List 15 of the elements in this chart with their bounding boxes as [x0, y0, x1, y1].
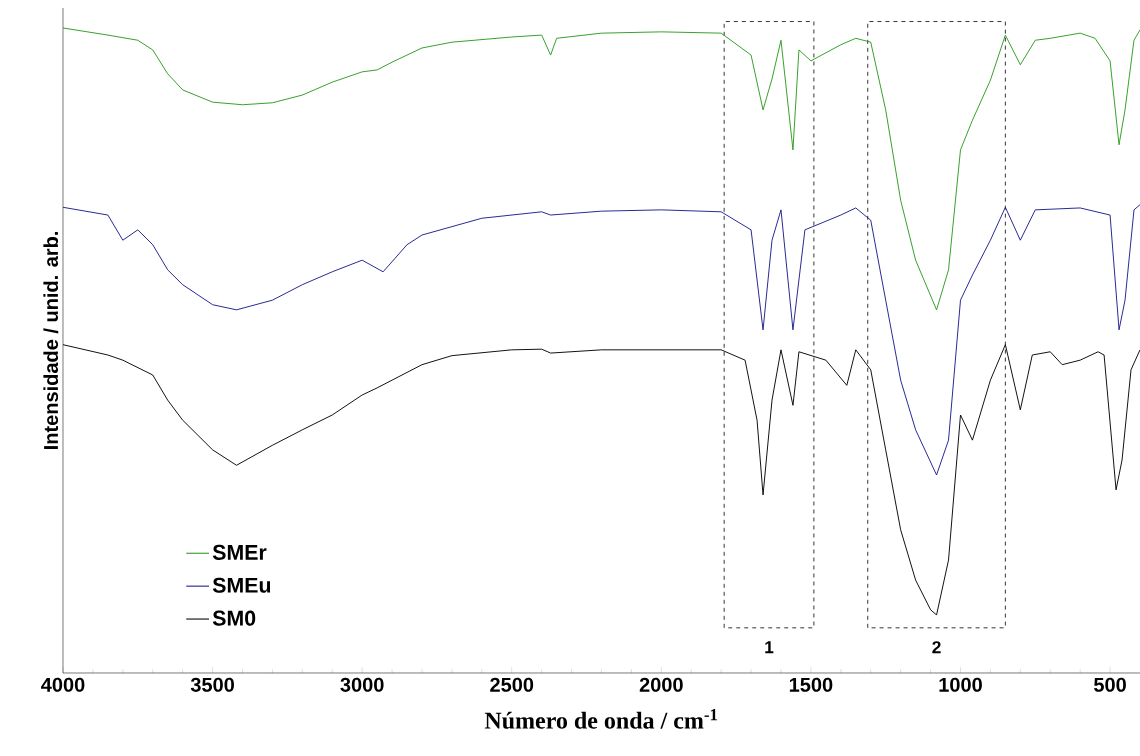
x-tick-label: 3500 — [190, 677, 234, 692]
legend-label: SM0 — [212, 610, 256, 626]
x-tick-label: 2500 — [490, 677, 534, 692]
legend-label: SMEu — [212, 577, 271, 593]
x-tick-label: 500 — [1093, 677, 1126, 692]
x-tick-label: 2000 — [639, 677, 683, 692]
legend-label: SMEr — [212, 544, 267, 560]
y-axis-title: Intensidade / unid. arb. — [43, 232, 59, 449]
band-label: 1 — [765, 641, 774, 654]
x-tick-label: 3000 — [340, 677, 384, 692]
band-label: 2 — [932, 641, 941, 654]
x-tick-label: 4000 — [41, 677, 85, 692]
x-tick-label: 1000 — [939, 677, 982, 692]
x-axis-title: Número de onda / cm$^{-1}$ — [484, 709, 718, 729]
x-tick-label: 1500 — [789, 677, 833, 692]
